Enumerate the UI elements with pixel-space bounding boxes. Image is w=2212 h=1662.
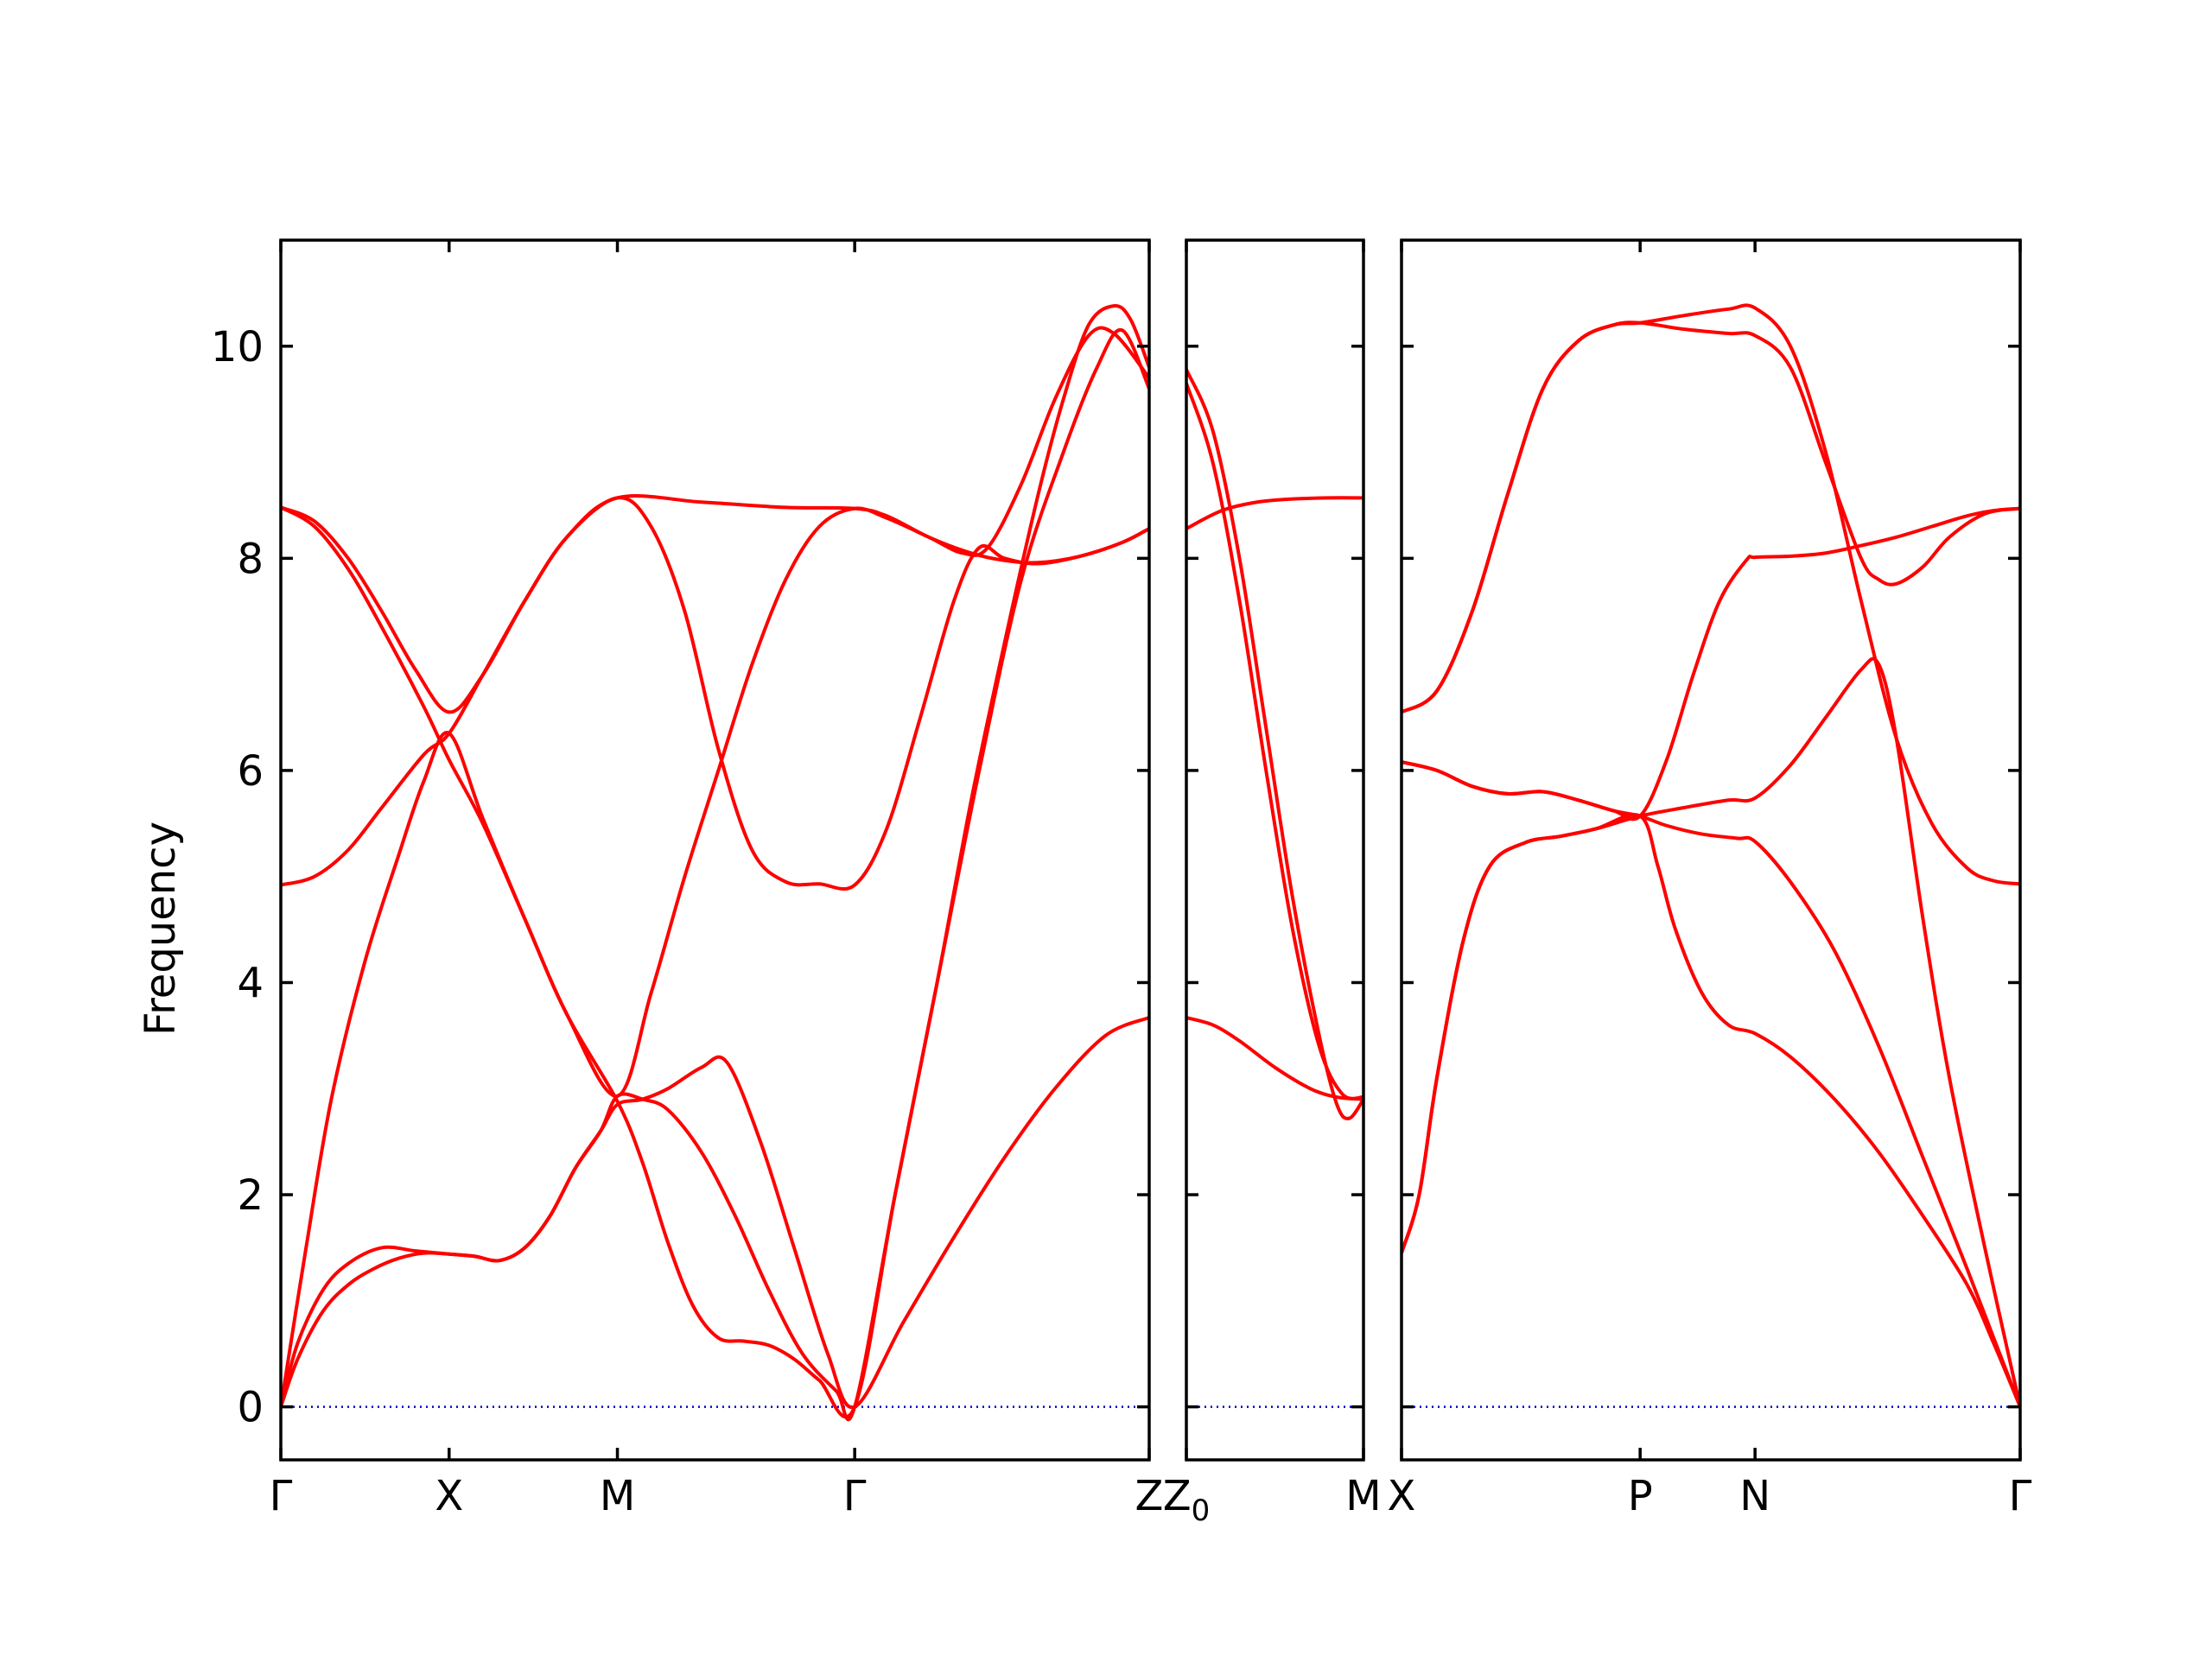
y-tick-label: 10 — [211, 323, 264, 371]
x-tick-label: X — [435, 1472, 463, 1520]
x-tick-label: Z — [1135, 1472, 1164, 1520]
band-line-5 — [1402, 506, 2020, 821]
band-line-4 — [1186, 381, 1363, 1101]
bands-group — [1186, 367, 1363, 1120]
x-tick-label-main: Γ — [2009, 1472, 2032, 1520]
band-line-1 — [1186, 1016, 1363, 1101]
bands-group — [281, 304, 1149, 1422]
x-tick-label-subscript: 0 — [1192, 1494, 1211, 1528]
x-tick-label: Γ — [2009, 1472, 2032, 1520]
y-axis-label: Frequency — [137, 821, 185, 1036]
y-tick-label: 0 — [237, 1384, 264, 1432]
x-tick-label: M — [600, 1472, 635, 1520]
y-tick-label: 2 — [237, 1171, 264, 1220]
band-line-1 — [1402, 657, 2020, 1409]
x-tick-label: Γ — [270, 1472, 293, 1520]
y-tick-label: 4 — [237, 959, 264, 1007]
band-line-4 — [1402, 320, 2020, 714]
panel-frame — [279, 238, 1151, 1462]
x-tick-label: Γ — [843, 1472, 867, 1520]
x-tick-label-main: N — [1739, 1472, 1770, 1520]
y-tick-label: 8 — [237, 535, 264, 583]
x-tick-label: M — [1345, 1472, 1381, 1520]
x-tick-label-main: Γ — [843, 1472, 867, 1520]
plot-panel-2: Z0 M — [1163, 238, 1382, 1528]
panel-frame — [1400, 238, 2022, 1462]
x-tick-label-main: Z — [1163, 1472, 1192, 1520]
band-line-3 — [1186, 367, 1363, 1120]
x-tick-label-main: M — [600, 1472, 635, 1520]
x-tick-label-main: X — [435, 1472, 463, 1520]
x-tick-label: Z0 — [1163, 1472, 1211, 1528]
x-tick-label: X — [1388, 1472, 1416, 1520]
band-line-6 — [281, 326, 1149, 1098]
band-line-3 — [1402, 303, 2020, 886]
x-tick-label: N — [1739, 1472, 1770, 1520]
panel-frame — [1185, 238, 1365, 1462]
x-tick-label-main: Γ — [270, 1472, 293, 1520]
x-tick-label-main: X — [1388, 1472, 1416, 1520]
x-tick-label: P — [1628, 1472, 1653, 1520]
x-tick-label-main: M — [1345, 1472, 1381, 1520]
bands-group — [1402, 303, 2020, 1409]
x-tick-label-main: Z — [1135, 1472, 1164, 1520]
x-tick-label-main: P — [1628, 1472, 1653, 1520]
y-tick-label: 6 — [237, 747, 264, 796]
band-line-1 — [281, 1016, 1149, 1410]
band-line-3 — [281, 304, 1149, 1418]
band-line-2 — [1186, 496, 1363, 530]
band-line-6 — [1402, 813, 2020, 1409]
band-line-4 — [281, 496, 1149, 891]
plot-panel-1: Γ X M Γ Z 0 2 4 6 8 10 — [211, 238, 1164, 1520]
band-line-5 — [281, 494, 1149, 714]
